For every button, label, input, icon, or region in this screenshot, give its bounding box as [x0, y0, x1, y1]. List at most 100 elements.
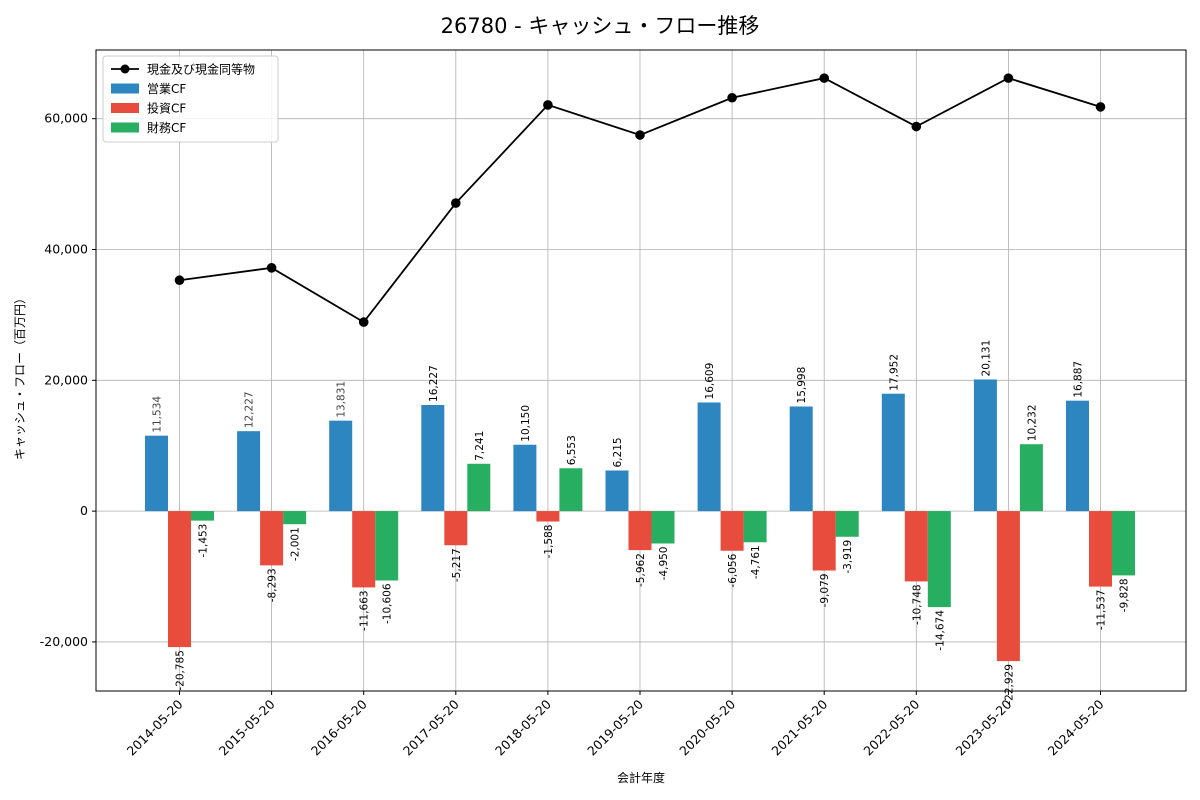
bar-営業CF-2024-05-20 — [1066, 400, 1089, 512]
bar-投資CF-2022-05-20 — [904, 511, 928, 582]
bar-投資CF-2021-05-20 — [812, 511, 836, 571]
bar-value-label: -8,293 — [267, 568, 279, 602]
bar-value-label: -5,217 — [451, 548, 463, 582]
cash-point-2017-05-20 — [451, 198, 461, 208]
bar-営業CF-2019-05-20 — [605, 470, 629, 512]
bar-value-label: -3,919 — [842, 540, 854, 574]
bar-財務CF-2014-05-20 — [191, 511, 214, 521]
x-tick-label: 2023-05-20 — [953, 696, 1015, 758]
x-tick-label: 2021-05-20 — [768, 696, 830, 758]
bar-value-label: -20,785 — [175, 650, 187, 691]
bar-value-label: 10,150 — [520, 405, 532, 442]
bar-value-label: 6,553 — [566, 435, 578, 465]
bar-value-label: 16,227 — [428, 365, 440, 402]
cash-point-2016-05-20 — [358, 317, 369, 327]
bar-営業CF-2021-05-20 — [789, 406, 813, 512]
grid — [96, 50, 1186, 691]
bars — [145, 379, 1135, 662]
cash-point-2018-05-20 — [543, 100, 553, 110]
y-tick-label: 20,000 — [44, 372, 88, 387]
x-tick-label: 2016-05-20 — [308, 696, 370, 758]
bar-value-label: 16,609 — [704, 363, 716, 400]
bar-営業CF-2023-05-20 — [973, 379, 997, 512]
bar-財務CF-2024-05-20 — [1112, 511, 1135, 576]
bar-財務CF-2020-05-20 — [743, 511, 767, 543]
bar-value-label: 12,227 — [244, 391, 256, 428]
legend-entry: 財務CF — [147, 120, 186, 135]
cash-point-2020-05-20 — [727, 92, 737, 103]
bar-value-label: -11,663 — [359, 590, 371, 631]
bar-value-label: 20,131 — [980, 340, 992, 377]
y-tick-label: 0 — [80, 503, 88, 518]
cash-point-2021-05-20 — [819, 73, 829, 83]
x-tick-label: 2019-05-20 — [584, 696, 646, 758]
bar-value-label: 17,952 — [888, 354, 900, 391]
bar-value-label: -4,950 — [658, 547, 670, 581]
bar-営業CF-2017-05-20 — [421, 404, 445, 512]
bar-営業CF-2018-05-20 — [513, 444, 537, 512]
bar-value-label: -2,001 — [290, 527, 302, 561]
bar-value-label: 10,232 — [1026, 404, 1038, 441]
legend-swatch-bar — [111, 103, 139, 113]
bar-投資CF-2014-05-20 — [168, 511, 191, 648]
x-tick-label: 2024-05-20 — [1045, 696, 1107, 758]
bar-財務CF-2015-05-20 — [283, 511, 307, 525]
y-tick-label: 40,000 — [44, 241, 88, 256]
bar-投資CF-2015-05-20 — [260, 511, 284, 566]
bar-財務CF-2021-05-20 — [835, 511, 859, 537]
axes: -20,000 0 20,000 40,000 60,000 2014-05-20 2015… — [40, 111, 1107, 759]
x-tick-label: 2015-05-20 — [216, 696, 278, 758]
bar-value-label: -14,674 — [934, 610, 946, 651]
cash-point-2024-05-20 — [1095, 102, 1106, 112]
bar-value-label: 11,534 — [152, 396, 164, 433]
legend-entry: 現金及び現金同等物 — [147, 62, 255, 77]
bar-営業CF-2020-05-20 — [697, 402, 721, 512]
bar-value-label: -4,761 — [750, 545, 762, 579]
cash-point-2015-05-20 — [266, 263, 277, 273]
bar-value-label: -1,453 — [198, 524, 210, 558]
cash-point-2019-05-20 — [635, 130, 645, 140]
bar-投資CF-2023-05-20 — [996, 511, 1020, 662]
bar-value-label: -22,929 — [1003, 664, 1015, 705]
bar-営業CF-2014-05-20 — [145, 435, 168, 512]
bar-投資CF-2019-05-20 — [628, 511, 652, 551]
bar-財務CF-2019-05-20 — [651, 511, 675, 544]
bar-投資CF-2017-05-20 — [444, 511, 468, 546]
bar-財務CF-2023-05-20 — [1019, 444, 1043, 512]
bar-value-label: -1,588 — [543, 525, 555, 559]
x-tick-label: 2018-05-20 — [492, 696, 554, 758]
bar-営業CF-2022-05-20 — [881, 393, 905, 512]
x-tick-label: 2020-05-20 — [676, 696, 738, 758]
legend-box — [102, 55, 279, 143]
bar-value-labels: 11,534 12,227 13,831 16,227 10,150 6,215 16,60… — [152, 340, 1131, 705]
cash-point-2023-05-20 — [1003, 73, 1014, 83]
chart-title: 26780 - キャッシュ・フロー推移 — [441, 14, 760, 38]
legend-swatch-bar — [111, 122, 139, 133]
bar-value-label: -6,056 — [727, 553, 739, 587]
bar-投資CF-2020-05-20 — [720, 511, 744, 551]
bar-value-label: -9,079 — [819, 574, 831, 608]
bar-投資CF-2018-05-20 — [536, 511, 560, 522]
bar-財務CF-2016-05-20 — [375, 511, 399, 581]
y-tick-label: 60,000 — [44, 111, 88, 126]
bar-投資CF-2016-05-20 — [352, 511, 376, 588]
legend-swatch-marker — [120, 64, 130, 74]
bar-営業CF-2016-05-20 — [329, 420, 353, 512]
bar-財務CF-2022-05-20 — [927, 511, 951, 608]
legend-swatch-bar — [111, 83, 139, 94]
bar-value-label: 16,887 — [1073, 361, 1085, 398]
legend-entry: 営業CF — [147, 82, 186, 96]
bar-value-label: 15,998 — [796, 367, 808, 404]
y-axis-label: キャッシュ・フロー（百万円） — [13, 292, 27, 460]
bar-value-label: 6,215 — [612, 437, 624, 467]
plot-frame — [95, 49, 1187, 692]
bar-財務CF-2018-05-20 — [559, 468, 583, 512]
y-tick-label: -20,000 — [40, 634, 88, 649]
bar-投資CF-2024-05-20 — [1089, 511, 1112, 587]
cash-point-2022-05-20 — [911, 121, 922, 132]
cash-line — [174, 73, 1106, 327]
x-tick-label: 2017-05-20 — [400, 696, 462, 758]
bar-value-label: 7,241 — [474, 431, 486, 461]
